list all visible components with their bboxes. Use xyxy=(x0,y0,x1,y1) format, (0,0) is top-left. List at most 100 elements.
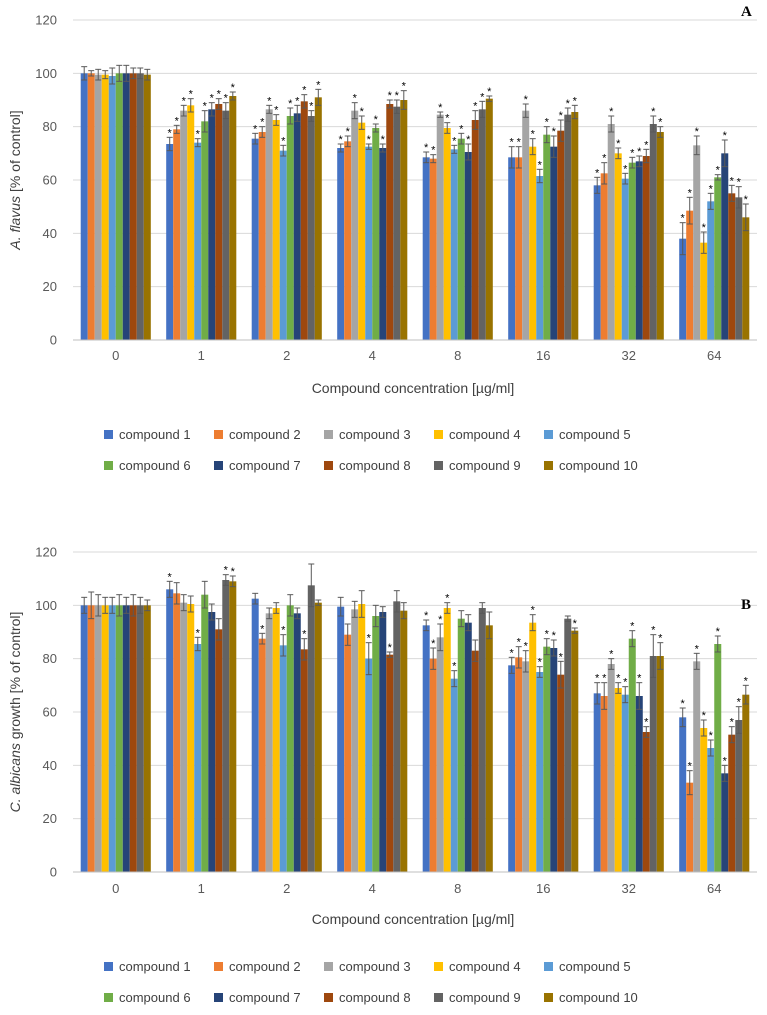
significance-marker: * xyxy=(566,98,571,110)
bar xyxy=(400,610,408,872)
legend-swatch xyxy=(434,461,443,470)
x-tick-label: 1 xyxy=(198,881,205,896)
legend-label: compound 10 xyxy=(559,990,638,1005)
y-tick-label: 0 xyxy=(50,333,57,348)
bar xyxy=(80,605,88,872)
significance-marker: * xyxy=(559,110,564,122)
bar xyxy=(307,585,315,872)
y-tick-label: 20 xyxy=(43,279,57,294)
bar xyxy=(742,217,750,340)
bar xyxy=(101,605,109,872)
y-tick-label: 40 xyxy=(43,758,57,773)
significance-marker: * xyxy=(552,630,557,642)
bar xyxy=(593,693,601,872)
y-tick-label: 120 xyxy=(35,545,57,560)
significance-marker: * xyxy=(644,139,649,151)
legend-swatch xyxy=(544,461,553,470)
panel-label-a: A xyxy=(741,4,752,20)
bar xyxy=(693,145,701,340)
bar xyxy=(557,130,565,340)
significance-marker: * xyxy=(231,82,236,94)
chart-b-axes: 0 20 40 60 80 100 120 0 1 2 4 8 16 32 64 xyxy=(35,545,757,896)
chart-b-y-title-unit: growth [% of control] xyxy=(7,612,23,744)
bar xyxy=(464,152,472,340)
legend-swatch xyxy=(104,461,113,470)
bar xyxy=(443,128,451,340)
bar xyxy=(187,105,195,340)
bar xyxy=(571,112,579,340)
significance-marker: * xyxy=(452,661,457,673)
significance-marker: * xyxy=(658,633,663,645)
bar xyxy=(351,609,359,872)
y-tick-label: 60 xyxy=(43,705,57,720)
legend-swatch xyxy=(214,430,223,439)
legend-label: compound 4 xyxy=(449,959,521,974)
bar xyxy=(87,73,95,340)
bar xyxy=(735,720,743,872)
bar xyxy=(129,73,137,340)
bar xyxy=(508,157,516,340)
x-tick-label: 2 xyxy=(283,348,290,363)
bar xyxy=(457,138,465,340)
significance-marker: * xyxy=(445,593,450,605)
x-tick-label: 32 xyxy=(622,881,636,896)
legend-label: compound 2 xyxy=(229,959,301,974)
significance-marker: * xyxy=(595,167,600,179)
x-tick-label: 4 xyxy=(369,881,376,896)
significance-marker: * xyxy=(688,761,693,773)
bar xyxy=(372,616,380,872)
x-tick-label: 16 xyxy=(536,348,550,363)
bar xyxy=(101,74,109,341)
bar xyxy=(457,618,465,872)
bar xyxy=(607,124,615,340)
significance-marker: * xyxy=(702,222,707,234)
significance-marker: * xyxy=(210,93,215,105)
bar xyxy=(166,144,174,340)
significance-marker: * xyxy=(559,651,564,663)
bar xyxy=(351,110,359,341)
chart-panel-b: ******* ****** ****** *** ***** ******** *****… xyxy=(7,545,757,1005)
bar xyxy=(536,176,544,340)
significance-marker: * xyxy=(510,137,515,149)
chart-b-y-title-species: C. albicans xyxy=(7,743,23,812)
significance-marker: * xyxy=(644,717,649,729)
bar xyxy=(365,146,373,340)
significance-marker: * xyxy=(616,138,621,150)
bar xyxy=(593,185,601,340)
chart-a-bars: * *** **** ******* * ******* ******* * ** *** ****… xyxy=(80,64,750,341)
x-tick-label: 32 xyxy=(622,348,636,363)
significance-marker: * xyxy=(630,621,635,633)
significance-marker: * xyxy=(737,697,742,709)
bar xyxy=(707,201,715,340)
bar xyxy=(485,98,493,341)
significance-marker: * xyxy=(281,135,286,147)
x-tick-label: 2 xyxy=(283,881,290,896)
bar xyxy=(450,678,458,872)
significance-marker: * xyxy=(524,94,529,106)
significance-marker: * xyxy=(695,643,700,655)
significance-marker: * xyxy=(288,98,293,110)
bar xyxy=(550,146,558,340)
bar xyxy=(422,157,430,340)
bar xyxy=(222,110,230,341)
bar xyxy=(635,696,643,872)
bar xyxy=(628,638,636,872)
bar xyxy=(478,608,486,872)
significance-marker: * xyxy=(231,566,236,578)
significance-marker: * xyxy=(452,135,457,147)
bar xyxy=(628,162,636,340)
legend-label: compound 1 xyxy=(119,959,191,974)
significance-marker: * xyxy=(609,106,614,118)
significance-marker: * xyxy=(360,106,365,118)
significance-marker: * xyxy=(381,134,386,146)
significance-marker: * xyxy=(545,629,550,641)
chart-b-y-axis-title: C. albicans growth [% of control] xyxy=(7,612,23,813)
significance-marker: * xyxy=(573,95,578,107)
significance-marker: * xyxy=(203,101,208,113)
significance-marker: * xyxy=(459,123,464,135)
significance-marker: * xyxy=(702,710,707,722)
bar xyxy=(293,113,301,340)
significance-marker: * xyxy=(339,134,344,146)
significance-marker: * xyxy=(196,627,201,639)
x-tick-label: 0 xyxy=(112,348,119,363)
